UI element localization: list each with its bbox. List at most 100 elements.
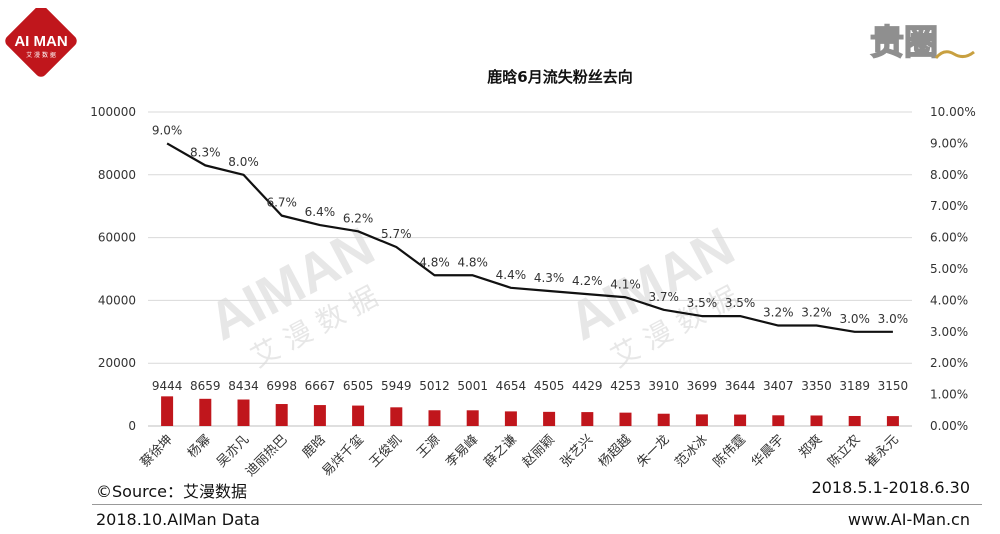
- bar-value-label: 6667: [305, 379, 336, 393]
- x-tick-label: 张艺兴: [558, 432, 596, 470]
- bar-value-label: 6505: [343, 379, 374, 393]
- x-tick-label: 薛之谦: [482, 432, 520, 470]
- chart-title: 鹿晗6月流失粉丝去向: [487, 68, 632, 86]
- gridlines: [148, 111, 912, 427]
- bar: [428, 410, 441, 426]
- x-tick-label: 王俊凯: [367, 432, 405, 470]
- line-value-label: 4.8%: [419, 255, 450, 269]
- bar-value-label: 5012: [419, 379, 450, 393]
- x-tick-label: 王源: [414, 432, 443, 461]
- bar: [772, 415, 785, 426]
- line-series: [166, 142, 893, 333]
- bar-value-label: 4429: [572, 379, 603, 393]
- x-tick-label: 鹿晗: [299, 432, 329, 462]
- line-value-label: 5.7%: [381, 227, 412, 241]
- line-value-labels: 9.0% 8.3% 8.0% 6.7% 6.4% 6.2% 5.7% 4.8% 4.8% 4.4%…: [152, 123, 908, 325]
- y2-tick-label: 3.00%: [930, 325, 968, 339]
- period-note: 2018.5.1-2018.6.30: [811, 478, 970, 497]
- line-value-label: 6.4%: [305, 205, 336, 219]
- x-tick-label: 陈伟霆: [710, 432, 749, 471]
- y2-tick-label: 7.00%: [930, 199, 968, 213]
- x-tick-label: 朱一龙: [634, 432, 672, 470]
- bar-value-label: 9444: [152, 379, 183, 393]
- y2-tick-label: 9.00%: [930, 136, 968, 150]
- bar: [275, 404, 288, 426]
- y2-tick-label: 2.00%: [930, 356, 968, 370]
- y-axis-left: 0 20000 40000 60000 80000 100000: [90, 105, 136, 433]
- bar: [695, 414, 708, 426]
- y2-tick-label: 10.00%: [930, 105, 976, 119]
- source-note: ©Source：艾漫数据: [96, 482, 247, 501]
- bar-value-label: 3189: [839, 379, 870, 393]
- bar: [848, 415, 861, 426]
- bar: [390, 407, 403, 426]
- bar: [237, 399, 250, 426]
- y2-tick-label: 1.00%: [930, 388, 968, 402]
- y-axis-right: 0.00% 1.00% 2.00% 3.00% 4.00% 5.00% 6.00% 7.00%…: [930, 105, 976, 433]
- bar: [810, 415, 823, 426]
- line-value-label: 4.1%: [610, 277, 641, 291]
- y2-tick-label: 6.00%: [930, 231, 968, 245]
- line-value-label: 8.3%: [190, 145, 221, 159]
- website-link[interactable]: www.AI-Man.cn: [847, 510, 970, 529]
- bar-value-label: 4253: [610, 379, 641, 393]
- bar-value-labels: 9444 8659 8434 6998 6667 6505 5949 5012 5001 4654…: [152, 379, 908, 393]
- line-value-label: 4.8%: [457, 255, 488, 269]
- line-value-label: 4.2%: [572, 274, 603, 288]
- bar-value-label: 3407: [763, 379, 794, 393]
- logo-subtext: 艾 漫 数 据: [26, 51, 56, 59]
- report-note: 2018.10.AIMan Data: [96, 510, 260, 529]
- y2-tick-label: 5.00%: [930, 262, 968, 276]
- y-tick-label: 80000: [98, 168, 136, 182]
- bar: [657, 413, 670, 426]
- bar: [504, 411, 517, 426]
- line-value-label: 4.3%: [534, 271, 565, 285]
- line-value-label: 3.2%: [763, 306, 794, 320]
- guiquan-logo-text: 贵圈: [870, 23, 938, 63]
- line-path: [166, 142, 893, 333]
- y2-tick-label: 8.00%: [930, 168, 968, 182]
- x-tick-label: 易烊千玺: [320, 432, 367, 479]
- x-tick-label: 赵丽颖: [520, 432, 558, 470]
- logo-text: AI MAN: [14, 33, 67, 50]
- line-value-label: 3.2%: [801, 306, 832, 320]
- x-tick-label: 陈立农: [825, 432, 864, 471]
- y-tick-label: 60000: [98, 231, 136, 245]
- bar-value-label: 4505: [534, 379, 565, 393]
- y-tick-label: 0: [128, 419, 136, 433]
- guiquan-logo: 贵圈: [869, 22, 975, 64]
- bar: [581, 412, 594, 426]
- footer-divider: [92, 504, 982, 505]
- bar-value-label: 6998: [266, 379, 297, 393]
- bar: [199, 398, 212, 426]
- line-value-label: 9.0%: [152, 123, 183, 137]
- bar: [886, 416, 899, 426]
- bar-series: [161, 396, 899, 426]
- line-value-label: 8.0%: [228, 155, 259, 169]
- bar-value-label: 8434: [228, 379, 259, 393]
- x-tick-label: 杨幂: [185, 432, 214, 461]
- x-tick-label: 华晨宇: [749, 432, 787, 470]
- x-tick-label: 范冰冰: [673, 432, 711, 470]
- line-value-label: 3.5%: [725, 296, 756, 310]
- line-value-label: 3.0%: [839, 312, 870, 326]
- x-tick-label: 杨超越: [596, 432, 634, 470]
- bar: [352, 405, 365, 426]
- x-tick-label: 蔡徐坤: [138, 432, 176, 470]
- bar: [161, 396, 174, 426]
- line-value-label: 3.7%: [648, 290, 679, 304]
- line-value-label: 3.0%: [878, 312, 909, 326]
- bar-value-label: 5001: [457, 379, 488, 393]
- x-tick-label: 崔永元: [863, 432, 902, 471]
- bar-value-label: 8659: [190, 379, 221, 393]
- line-value-label: 6.2%: [343, 211, 374, 225]
- bar: [313, 405, 326, 426]
- bar: [466, 410, 479, 426]
- y2-tick-label: 4.00%: [930, 293, 968, 307]
- y2-tick-label: 0.00%: [930, 419, 968, 433]
- bar-value-label: 3644: [725, 379, 756, 393]
- bar-value-label: 3699: [687, 379, 718, 393]
